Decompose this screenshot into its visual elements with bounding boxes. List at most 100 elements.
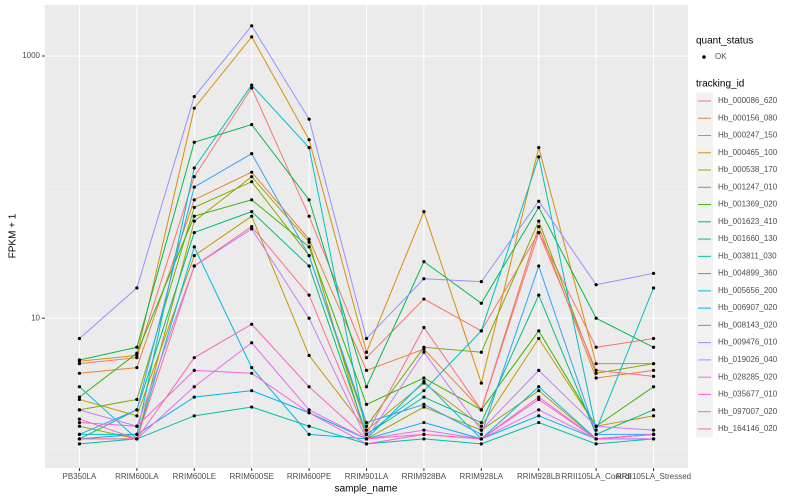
data-point [479,350,483,354]
data-point [77,385,82,389]
x-tick-label: RRIM600SE [229,472,273,481]
data-point [77,424,82,428]
data-point [364,437,369,441]
data-point [135,351,139,355]
data-point [307,146,311,150]
data-point [422,395,426,399]
data-point [192,368,196,372]
data-point [422,432,426,436]
data-point [135,432,139,436]
data-point [537,336,541,341]
data-point [250,122,254,127]
data-point [651,286,656,290]
legend-label: Hb_008143_020 [718,320,778,329]
legend-label: Hb_028285_020 [718,372,778,381]
data-point [307,424,311,428]
data-point [192,245,196,249]
data-point [192,95,196,99]
data-point [307,353,311,358]
data-point [594,368,598,372]
data-point [307,240,311,244]
data-point [537,397,541,402]
data-point [422,437,426,441]
data-point [192,356,196,360]
data-point [77,358,82,362]
data-point [537,155,541,159]
data-point [422,420,426,425]
data-point [192,264,196,268]
data-point [250,389,254,393]
data-point [537,224,541,229]
data-point [422,325,426,330]
data-point [77,432,82,436]
data-point [364,424,369,428]
legend-label: Hb_000538_170 [718,165,778,174]
y-tick-label: 1000 [22,51,40,60]
legend-label: Hb_001247_010 [718,182,778,191]
data-point [250,341,254,345]
data-point [537,199,541,203]
data-point [307,245,311,249]
y-tick-label: 10 [31,313,40,322]
data-point [77,442,82,446]
data-point [192,140,196,144]
data-point [250,152,254,156]
data-point [651,362,656,366]
data-point [479,381,483,385]
data-point [422,402,426,407]
data-point [364,432,369,436]
data-point [594,316,598,320]
data-point [479,420,483,425]
data-point [479,408,483,412]
data-point [250,405,254,409]
data-point [364,402,369,407]
data-point [307,432,311,436]
data-point [422,260,426,264]
data-point [651,414,656,418]
data-point [537,146,541,150]
data-point [594,442,598,446]
data-point [537,408,541,412]
data-point [422,389,426,393]
data-point [307,264,311,268]
data-point [307,316,311,320]
data-point [479,424,483,428]
data-point [479,301,483,305]
data-point [537,395,541,399]
data-point [594,432,598,436]
data-point [307,198,311,202]
data-point [479,442,483,446]
data-point [192,106,196,110]
legend-label: Hb_000247_150 [718,131,778,140]
data-point [537,414,541,418]
data-point [479,280,483,284]
data-point [651,385,656,389]
legend-label: Hb_001660_130 [718,234,778,243]
data-point [250,227,254,231]
data-point [364,336,369,341]
legend-label: Hb_097007_020 [718,407,778,416]
x-tick-label: PB350LA [63,472,97,481]
data-point [250,170,254,174]
data-point [135,356,139,360]
data-point [250,86,254,90]
data-point [135,424,139,428]
data-point [135,345,139,349]
data-point [422,345,426,349]
data-point [77,417,82,421]
data-point [135,437,139,441]
x-tick-label: RRII105LA_Control [561,472,631,481]
data-point [364,350,369,354]
shape-legend-label: OK [715,52,727,61]
data-point [77,408,82,412]
data-point [537,420,541,425]
legend-label: Hb_009476_010 [718,338,778,347]
data-point [77,395,82,399]
data-point [307,411,311,415]
data-point [537,385,541,389]
data-point [651,428,656,432]
data-point [364,420,369,425]
data-point [77,437,82,441]
data-point [250,224,254,229]
